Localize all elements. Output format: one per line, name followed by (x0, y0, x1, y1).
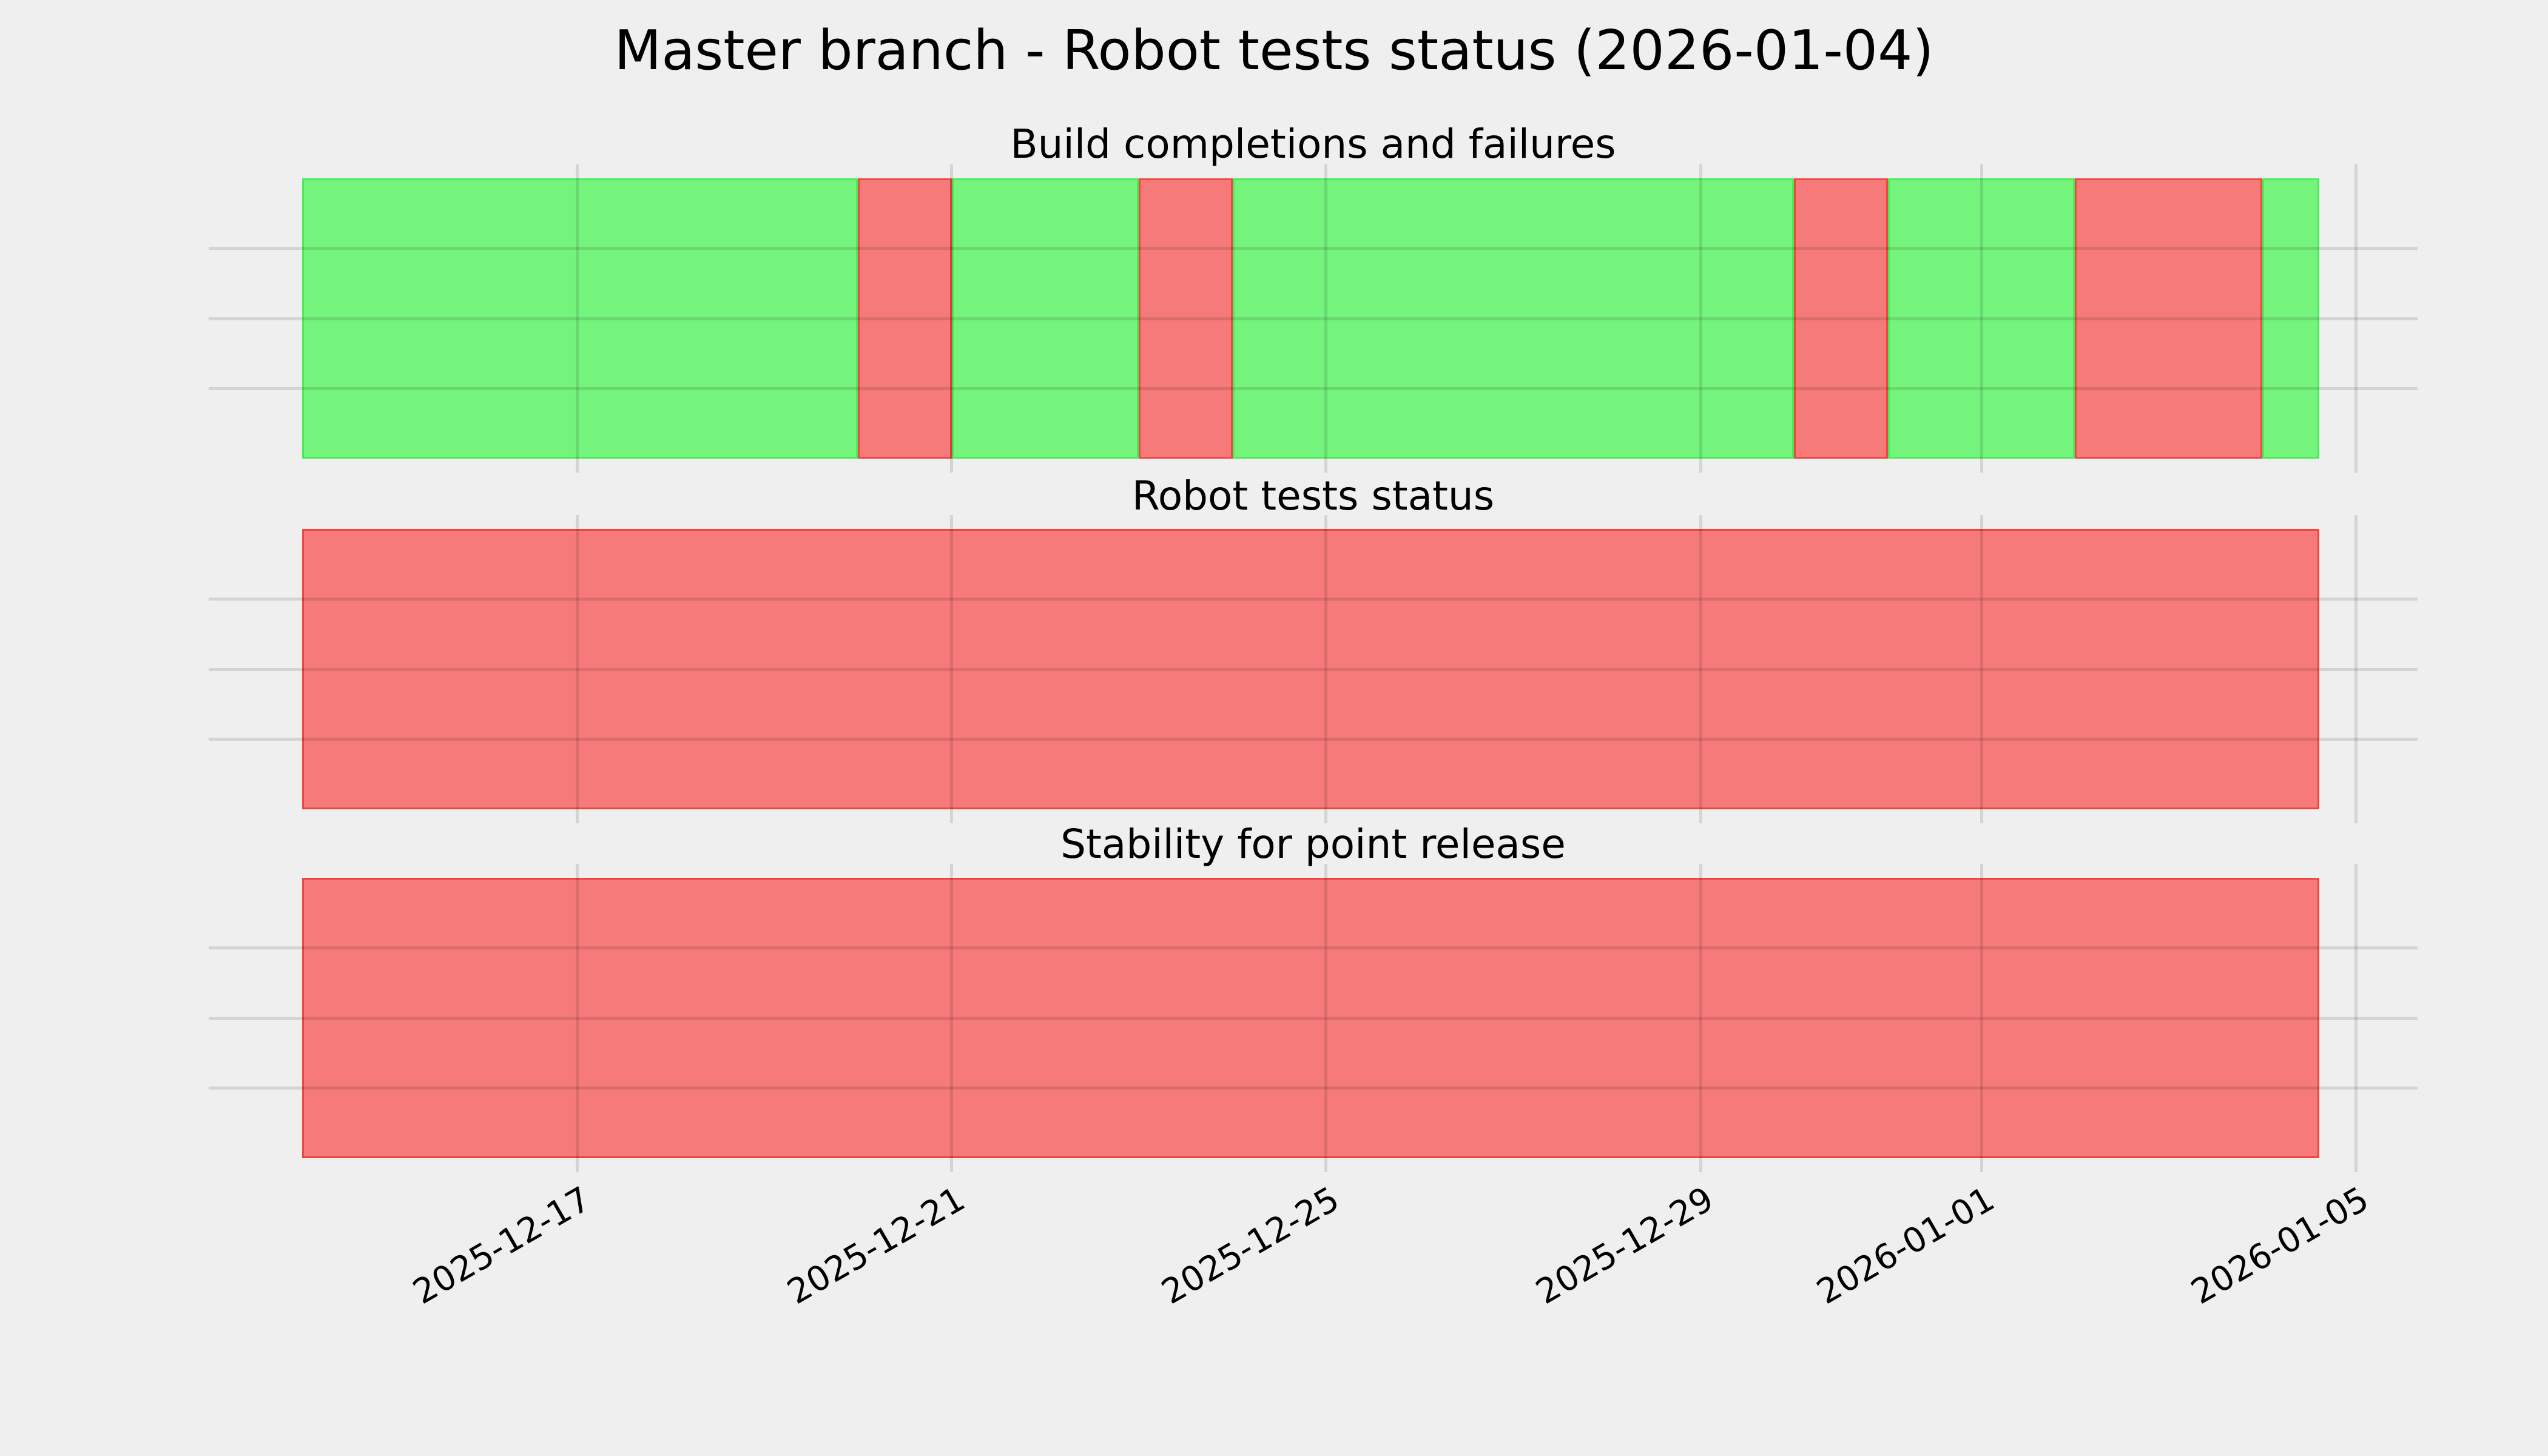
status-strip (302, 178, 2319, 459)
gridline-vertical (1324, 864, 1328, 1172)
status-segment-pass (951, 178, 1139, 459)
subplot-title-build-completions: Build completions and failures (1010, 121, 1616, 167)
x-tick-label: 2026-01-05 (2185, 1179, 2376, 1313)
status-segment-pass (1232, 178, 1795, 459)
x-tick-label: 2025-12-25 (1155, 1179, 1346, 1313)
gridline-horizontal (209, 598, 2418, 601)
status-segment-pass (1887, 178, 2075, 459)
gridline-vertical (1980, 164, 1983, 473)
gridline-vertical (576, 515, 579, 823)
status-segment-fail (1794, 178, 1888, 459)
gridline-vertical (576, 864, 579, 1172)
status-segment-fail (858, 178, 952, 459)
status-segment-pass (2262, 178, 2319, 459)
gridline-horizontal (209, 317, 2418, 320)
gridline-vertical (950, 515, 954, 823)
gridline-vertical (950, 164, 954, 473)
status-segment-fail (2075, 178, 2262, 459)
gridline-vertical (1324, 164, 1328, 473)
status-segment-fail (302, 878, 2319, 1158)
gridline-horizontal (209, 1016, 2418, 1020)
axes-stability (209, 864, 2418, 1172)
axes-build-completions (209, 164, 2418, 473)
gridline-horizontal (209, 247, 2418, 250)
status-segment-fail (1139, 178, 1233, 459)
gridline-vertical (1980, 864, 1983, 1172)
gridline-vertical (1324, 515, 1328, 823)
gridline-vertical (1699, 515, 1702, 823)
gridline-vertical (2354, 864, 2358, 1172)
status-segment-pass (302, 178, 858, 459)
gridline-vertical (2354, 515, 2358, 823)
gridline-vertical (950, 864, 954, 1172)
figure-title: Master branch - Robot tests status (2026… (614, 19, 1934, 83)
gridline-vertical (576, 164, 579, 473)
gridline-vertical (1699, 164, 1702, 473)
x-tick-label: 2025-12-17 (406, 1179, 598, 1313)
x-tick-label: 2025-12-21 (780, 1179, 972, 1313)
status-segment-fail (302, 529, 2319, 809)
status-strip (302, 529, 2319, 809)
gridline-vertical (1699, 864, 1702, 1172)
gridline-horizontal (209, 387, 2418, 390)
axes-robot-tests (209, 515, 2418, 823)
gridline-horizontal (209, 1087, 2418, 1090)
subplot-title-robot-tests: Robot tests status (1131, 473, 1495, 519)
gridline-vertical (1980, 515, 1983, 823)
subplot-title-stability: Stability for point release (1060, 821, 1566, 868)
gridline-vertical (2354, 164, 2358, 473)
gridline-horizontal (209, 738, 2418, 741)
gridline-horizontal (209, 946, 2418, 949)
status-strip (302, 878, 2319, 1158)
gridline-horizontal (209, 667, 2418, 671)
